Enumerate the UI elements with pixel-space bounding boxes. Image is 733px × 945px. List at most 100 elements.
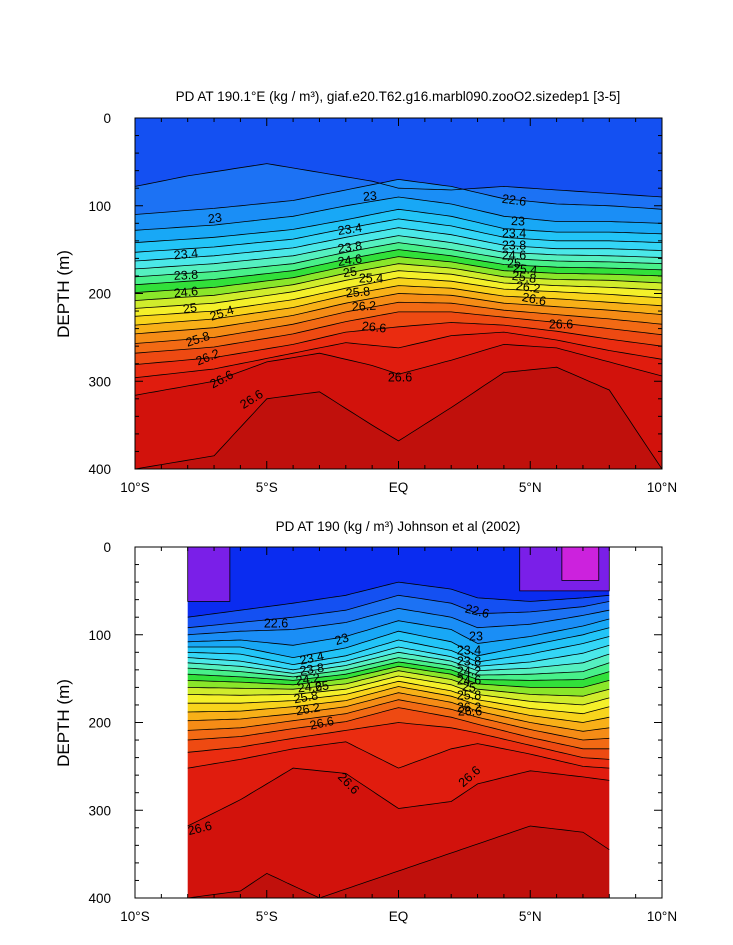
contour-band: [135, 179, 662, 231]
panel-model: PD AT 190.1°E (kg / m³), giaf.e20.T62.g1…: [54, 89, 677, 495]
contour-label: 23.4: [337, 221, 363, 238]
contour-band: [187, 707, 610, 760]
panel-obs-ylabel: DEPTH (m): [54, 679, 73, 767]
contour-band: [135, 197, 662, 243]
x-tick-label: 10°S: [120, 480, 149, 495]
contour-label: 23.4: [298, 649, 325, 668]
contour-band: [187, 826, 610, 898]
contour-line: [135, 249, 662, 286]
contour-band: [135, 242, 662, 285]
contour-label: 22.6: [464, 602, 491, 621]
contour-line: [187, 675, 610, 706]
contour-band: [135, 322, 662, 378]
x-tick-label: 10°N: [647, 909, 677, 924]
contour-line: [187, 767, 610, 827]
contour-line: [135, 256, 662, 293]
contour-line: [135, 322, 662, 365]
contour-band: [187, 722, 610, 769]
contour-band: [135, 270, 662, 317]
y-tick-label: 300: [88, 374, 111, 389]
contour-label: 24.6: [502, 248, 526, 262]
contour-band: [187, 547, 230, 602]
contour-line: [135, 163, 662, 198]
contour-line: [187, 722, 610, 760]
contour-label: 26.2: [351, 299, 376, 314]
contour-band: [187, 645, 610, 674]
contour-band: [187, 652, 610, 677]
contour-band: [187, 666, 610, 697]
contour-label: 22.6: [264, 616, 288, 630]
contour-line: [135, 285, 662, 326]
contour-band: [135, 344, 662, 469]
contour-label: 23: [333, 631, 351, 649]
contour-label: 24.2: [457, 664, 481, 678]
contour-band: [135, 256, 662, 301]
contour-line: [187, 594, 610, 629]
contour-line: [135, 301, 662, 344]
contour-line: [135, 178, 662, 215]
contour-band: [187, 686, 610, 732]
contour-label: 25.4: [512, 261, 538, 277]
contour-line: [187, 618, 610, 646]
contour-band: [187, 657, 610, 681]
contour-band: [135, 293, 662, 344]
contour-label: 26.2: [515, 279, 541, 296]
contour-line: [135, 235, 662, 270]
y-tick-label: 300: [88, 803, 111, 818]
contour-line: [187, 636, 610, 666]
contour-line: [135, 277, 662, 317]
contour-label: 24.2: [295, 671, 321, 688]
contour-line: [187, 661, 610, 681]
contour-label: 25.8: [511, 269, 537, 286]
contour-band: [187, 619, 610, 658]
contour-band: [187, 692, 610, 740]
contour-label: 26.6: [361, 319, 387, 335]
contour-line: [187, 680, 610, 715]
contour-label: 26.2: [457, 700, 481, 714]
panel-obs-contour-lines: [187, 547, 610, 898]
contour-label: 24.6: [173, 284, 199, 300]
contour-label: 25.4: [359, 271, 383, 285]
contour-line: [187, 657, 610, 678]
contour-line: [135, 227, 662, 262]
contour-line: [135, 242, 662, 278]
contour-label: 24.6: [337, 252, 363, 269]
contour-label: 25: [182, 300, 198, 316]
contour-label: 23.8: [337, 239, 363, 256]
contour-band: [187, 768, 610, 898]
contour-label: 25.8: [293, 688, 319, 706]
contour-label: 26.2: [295, 700, 321, 718]
contour-line: [135, 270, 662, 309]
contour-band: [187, 699, 610, 749]
contour-label: 25: [342, 264, 358, 280]
contour-label: 23.8: [173, 268, 198, 283]
contour-line: [187, 665, 610, 688]
contour-band: [187, 582, 610, 628]
x-tick-label: EQ: [389, 480, 409, 495]
contour-band: [187, 662, 610, 688]
x-tick-label: EQ: [389, 909, 409, 924]
contour-label: 26.6: [308, 714, 335, 733]
contour-line: [187, 651, 610, 674]
y-tick-label: 200: [88, 716, 111, 731]
contour-label: 26.6: [521, 290, 548, 309]
contour-label: 23: [469, 629, 483, 643]
panel-model-contour-lines: [135, 163, 662, 469]
contour-label: 24.6: [457, 673, 481, 687]
contour-line: [135, 343, 662, 396]
contour-line: [135, 196, 662, 231]
contour-band: [135, 227, 662, 269]
contour-label: 23.4: [173, 246, 199, 262]
contour-line: [135, 218, 662, 253]
panel-model-contour-fills: [135, 118, 662, 469]
contour-label: 23.4: [457, 643, 481, 657]
y-tick-label: 100: [88, 199, 111, 214]
contour-band: [187, 741, 610, 826]
x-tick-label: 10°S: [120, 909, 149, 924]
contour-band: [135, 235, 662, 277]
contour-label: 25.8: [457, 688, 481, 702]
contour-line: [187, 547, 231, 602]
contour-line: [187, 741, 610, 769]
contour-band: [135, 302, 662, 354]
contour-label: 25: [507, 256, 521, 270]
